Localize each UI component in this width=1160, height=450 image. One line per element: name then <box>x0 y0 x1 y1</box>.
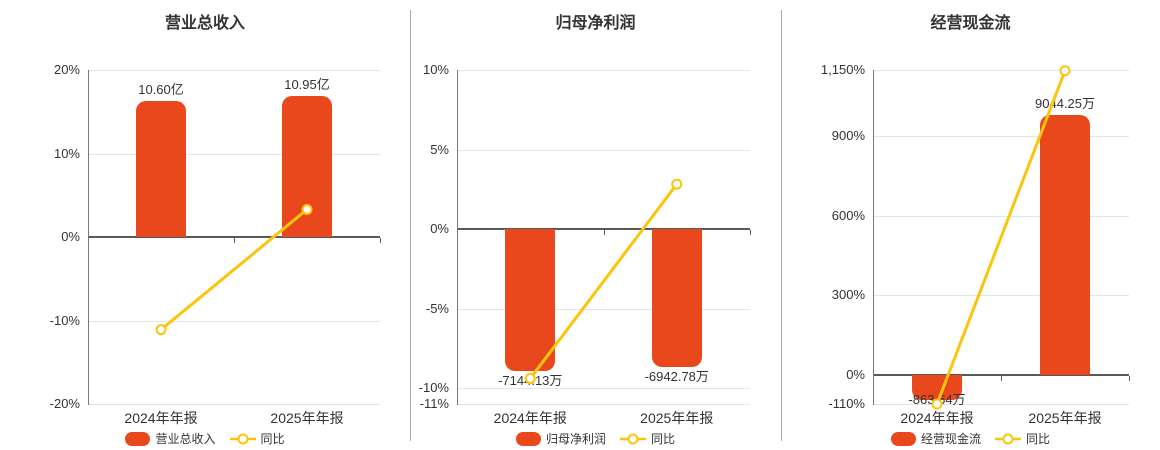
x-axis-label: 2024年年报 <box>124 410 198 426</box>
y-axis-tick-label: 0% <box>61 229 80 244</box>
legend-yoy-label: 同比 <box>1026 432 1051 446</box>
legend-item-bar-series[interactable]: 经营现金流 <box>890 430 981 447</box>
y-axis-tick-label: -10% <box>49 312 80 328</box>
bar-value-label: 10.60亿 <box>138 81 184 97</box>
chart-title: 营业总收入 <box>164 15 245 32</box>
y-axis-line <box>88 70 89 405</box>
legend-bar-label: 营业总收入 <box>155 432 216 446</box>
y-axis-tick-label: 300% <box>831 287 865 303</box>
y-axis-tick-label: 900% <box>831 128 865 144</box>
gridline <box>873 136 1129 138</box>
y-axis-tick-label: 10% <box>422 62 449 77</box>
y-axis-tick-label: 20% <box>53 62 80 77</box>
x-axis-label: 2025年年报 <box>640 410 714 426</box>
x-axis-tick <box>1001 375 1002 381</box>
gridline <box>88 153 380 155</box>
legend-item-yoy-line[interactable]: 同比 <box>995 430 1050 447</box>
bar-2024-annual <box>505 229 556 371</box>
chart-title: 归母净利润 <box>555 15 636 32</box>
panel-net-profit: 归母净利润 10% 5% 0% -5% -10% -11% -7144.13万 -6942.7… <box>410 0 781 450</box>
chart-title: 经营现金流 <box>930 15 1011 32</box>
y-axis-line <box>457 70 458 405</box>
legend-line-marker-icon <box>995 432 1021 446</box>
legend-bar-label: 经营现金流 <box>920 432 981 446</box>
gridline <box>873 70 1129 71</box>
x-axis-tick <box>1129 375 1130 381</box>
y-axis-tick-label: 5% <box>430 141 449 157</box>
legend-bar-swatch-icon <box>890 431 916 446</box>
gridline <box>457 404 750 405</box>
y-axis-tick-label: -110% <box>828 396 865 411</box>
x-axis-tick <box>750 230 751 236</box>
y-axis-tick-label: -11% <box>419 396 449 411</box>
y-axis-tick-label: -20% <box>49 396 80 411</box>
gridline <box>873 215 1129 217</box>
legend-yoy-label: 同比 <box>651 432 676 446</box>
legend-line-marker-icon <box>620 432 646 446</box>
y-axis-tick-label: 1,150% <box>820 62 865 77</box>
gridline <box>457 308 750 310</box>
gridline <box>88 404 380 405</box>
plot-area: 10% 5% 0% -5% -10% -11% -7144.13万 -6942.78万 2024… <box>410 0 781 450</box>
y-axis-tick-label: 0% <box>430 221 449 237</box>
x-axis-label: 2024年年报 <box>900 410 974 426</box>
gridline <box>457 149 750 151</box>
legend-bar-label: 归母净利润 <box>545 432 606 446</box>
panel-divider <box>410 10 411 441</box>
legend: 营业总收入 同比 <box>0 430 410 447</box>
bar-2025-annual <box>282 96 332 237</box>
bar-value-label: -863.64万 <box>908 392 966 407</box>
bar-2024-annual <box>136 100 186 237</box>
x-axis-label: 2025年年报 <box>270 410 344 426</box>
x-axis-tick <box>234 238 235 243</box>
y-axis-tick-label: 0% <box>846 366 865 382</box>
legend-item-bar-series[interactable]: 归母净利润 <box>515 430 606 447</box>
x-axis-label: 2024年年报 <box>493 410 567 426</box>
y-axis-tick-label: 600% <box>831 207 865 223</box>
gridline <box>873 295 1129 297</box>
trend-point-2024 <box>155 324 167 336</box>
bar-value-label: 9044.25万 <box>1035 95 1095 111</box>
x-axis-tick <box>603 230 605 236</box>
gridline <box>88 320 380 322</box>
legend-item-yoy-line[interactable]: 同比 <box>620 430 675 447</box>
bar-value-label: -6942.78万 <box>644 368 709 384</box>
bar-value-label: 10.95亿 <box>284 77 330 93</box>
legend-bar-swatch-icon <box>515 431 541 446</box>
gridline <box>88 70 380 71</box>
legend: 归母净利润 同比 <box>410 430 781 447</box>
x-axis-label: 2025年年报 <box>1028 410 1102 426</box>
legend-line-marker-icon <box>229 432 256 446</box>
legend-yoy-label: 同比 <box>260 432 285 446</box>
panel-operating-cashflow: 经营现金流 1,150% 900% 600% 300% 0% -110% -863.64万 9… <box>781 0 1160 450</box>
gridline <box>457 388 750 390</box>
y-axis-tick-label: 10% <box>53 145 80 161</box>
legend-bar-swatch-icon <box>125 431 151 446</box>
plot-area: 20% 10% 0% -10% -20% 10.60亿 10.95亿 2024年年报 2025年… <box>0 0 410 450</box>
plot-area: 1,150% 900% 600% 300% 0% -110% -863.64万 9044.25… <box>781 0 1160 450</box>
legend-item-bar-series[interactable]: 营业总收入 <box>125 430 216 447</box>
panel-divider <box>781 10 782 441</box>
panel-total-revenue: 营业总收入 20% 10% 0% -10% -20% 10.60亿 10.95亿 2024年年… <box>0 0 410 450</box>
trend-point-2025 <box>671 178 683 190</box>
bar-value-label: -7144.13万 <box>498 372 563 388</box>
bar-2025-annual <box>651 229 702 367</box>
y-axis-line <box>873 70 874 405</box>
y-axis-tick-label: -10% <box>418 380 449 396</box>
gridline <box>457 70 750 71</box>
bar-2025-annual <box>1040 114 1090 375</box>
legend-item-yoy-line[interactable]: 同比 <box>229 430 285 447</box>
y-axis-tick-label: -5% <box>425 300 449 316</box>
x-axis-tick <box>380 238 381 243</box>
legend: 经营现金流 同比 <box>781 430 1160 447</box>
